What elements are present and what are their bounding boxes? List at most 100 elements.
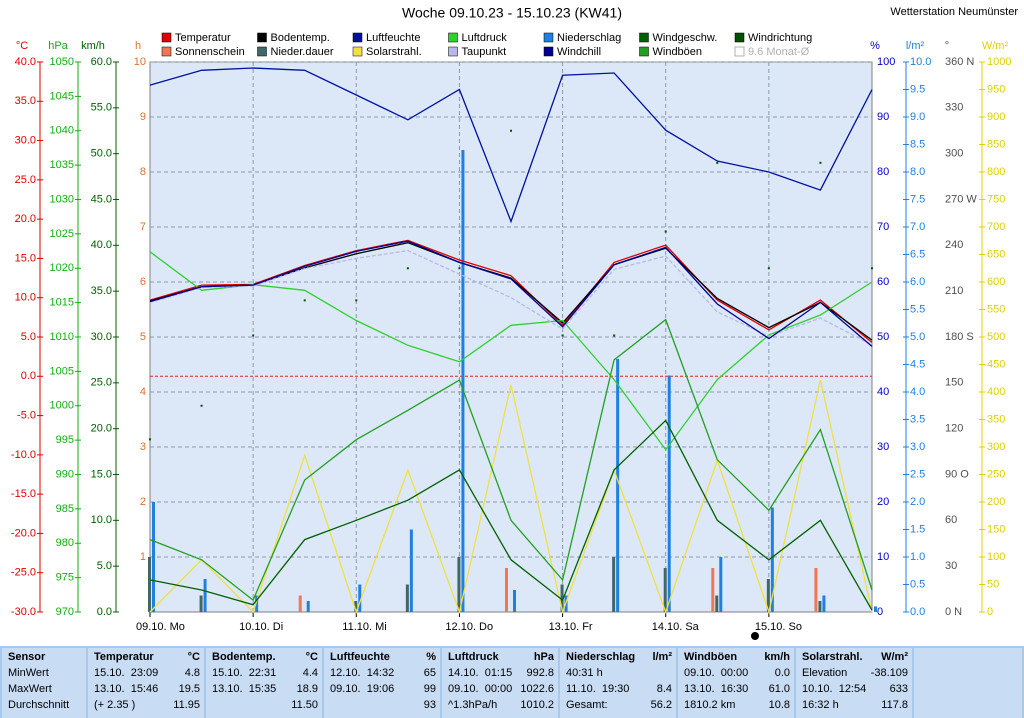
- y-tick-label: 450: [987, 358, 1005, 370]
- bar: [298, 595, 302, 612]
- y-tick-label: 3.0: [910, 441, 925, 453]
- y-tick-label: 500: [987, 331, 1005, 343]
- y-tick-label: 995: [56, 434, 74, 446]
- cell-info: 10.10. 12:54: [802, 683, 867, 695]
- cell-info: (+ 2.35 ): [94, 699, 136, 711]
- legend-swatch: [448, 46, 458, 57]
- column-unit: hPa: [533, 651, 554, 663]
- axis-unit: %: [870, 40, 880, 52]
- bar: [152, 502, 155, 612]
- axis-unit: °C: [16, 40, 28, 52]
- cell-value: 992.8: [526, 667, 554, 679]
- y-tick-label: 40.0: [15, 56, 36, 68]
- cell-value: 19.5: [178, 683, 200, 695]
- bar: [409, 529, 413, 612]
- legend-swatch: [734, 32, 745, 43]
- legend-label: Nieder.dauer: [271, 46, 334, 58]
- y-tick-label: 2.0: [910, 496, 925, 508]
- y-tick-label: 3.5: [910, 413, 925, 425]
- legend-swatch: [639, 32, 649, 43]
- y-tick-label: 6.5: [910, 248, 925, 260]
- series-line: [149, 249, 873, 346]
- bar: [354, 601, 358, 612]
- cell-value: 11.50: [291, 699, 318, 711]
- y-tick-label: 60.0: [91, 56, 112, 68]
- y-tick-label: 0.0: [910, 606, 925, 618]
- y-tick-label: 70: [877, 221, 889, 233]
- y-tick-label: 1000: [987, 56, 1011, 68]
- cell-value: 65: [423, 667, 436, 679]
- cell-info: 09.10. 19:06: [330, 683, 395, 695]
- bar: [715, 595, 719, 612]
- axis-unit: h: [135, 40, 141, 52]
- y-tick-label: 0: [877, 606, 883, 618]
- legend-label: Windgeschw.: [653, 32, 718, 44]
- y-tick-label: 0: [987, 606, 993, 618]
- y-tick-label: 200: [987, 496, 1005, 508]
- cell-info: 1810.2 km: [684, 699, 736, 711]
- y-tick-label: 4.5: [910, 358, 925, 370]
- column-title: Solarstrahl.: [802, 651, 863, 663]
- bar: [719, 557, 723, 612]
- y-tick-label: 9.0: [910, 111, 925, 123]
- bar: [203, 579, 207, 612]
- bar: [505, 568, 508, 612]
- legend-swatch: [352, 46, 363, 57]
- bar: [770, 507, 774, 612]
- y-tick-label: 30.0: [15, 134, 36, 146]
- axis-unit: W/m²: [982, 40, 1009, 52]
- y-tick-label: 270 W: [945, 193, 977, 205]
- y-tick-label: 150: [987, 523, 1005, 535]
- cell-info: 12.10. 14:32: [330, 667, 395, 679]
- y-tick-label: 10.0: [910, 56, 931, 68]
- y-tick-label: 80: [877, 166, 889, 178]
- legend-label: Solarstrahl.: [366, 46, 422, 58]
- y-tick-label: 35.0: [91, 285, 112, 297]
- column-title: Windböen: [684, 651, 738, 663]
- y-tick-label: 0.0: [21, 370, 36, 382]
- y-tick-label: 3: [140, 441, 146, 453]
- y-tick-label: 120: [945, 423, 963, 435]
- series-line: [149, 251, 873, 451]
- table-column: [796, 648, 912, 718]
- bar: [822, 595, 826, 612]
- y-tick-label: 30: [945, 560, 957, 572]
- cell-info: 15.10. 22:31: [212, 667, 277, 679]
- cell-value: 117.8: [881, 699, 908, 711]
- label-column: [2, 648, 86, 718]
- y-tick-label: 6: [140, 276, 146, 288]
- bar: [148, 557, 151, 612]
- cell-info: 16:32 h: [802, 699, 839, 711]
- bar: [560, 584, 564, 612]
- bar: [358, 584, 362, 612]
- y-tick-label: 5.0: [97, 560, 112, 572]
- cell-info: 15.10. 23:09: [94, 667, 159, 679]
- axis-unit: l/m²: [906, 40, 925, 52]
- y-tick-label: 10: [877, 551, 889, 563]
- axis-unit: km/h: [81, 40, 105, 52]
- dot: [561, 334, 564, 337]
- y-tick-label: 55.0: [91, 102, 112, 114]
- cell-value: 1022.6: [520, 683, 554, 695]
- dot: [303, 299, 306, 302]
- y-tick-label: 9: [140, 111, 146, 123]
- column-title: Luftdruck: [448, 651, 499, 663]
- y-tick-label: 975: [56, 572, 74, 584]
- legend-swatch: [161, 46, 172, 57]
- y-tick-label: 4.0: [910, 386, 925, 398]
- series-line: [149, 318, 873, 602]
- dot: [716, 161, 719, 164]
- cell-value: 0.0: [774, 667, 790, 679]
- y-tick-label: 50.0: [91, 148, 112, 160]
- column-unit: W/m²: [881, 651, 908, 663]
- bar: [711, 568, 715, 612]
- y-tick-label: 25.0: [15, 174, 36, 186]
- table-column: [442, 648, 558, 718]
- bar: [667, 375, 671, 612]
- y-tick-label: 8.5: [910, 138, 925, 150]
- row-label: Sensor: [8, 651, 46, 663]
- dot: [767, 267, 770, 270]
- y-tick-label: 650: [987, 248, 1005, 260]
- y-tick-label: 2: [140, 496, 146, 508]
- column-unit: l/m²: [652, 651, 672, 663]
